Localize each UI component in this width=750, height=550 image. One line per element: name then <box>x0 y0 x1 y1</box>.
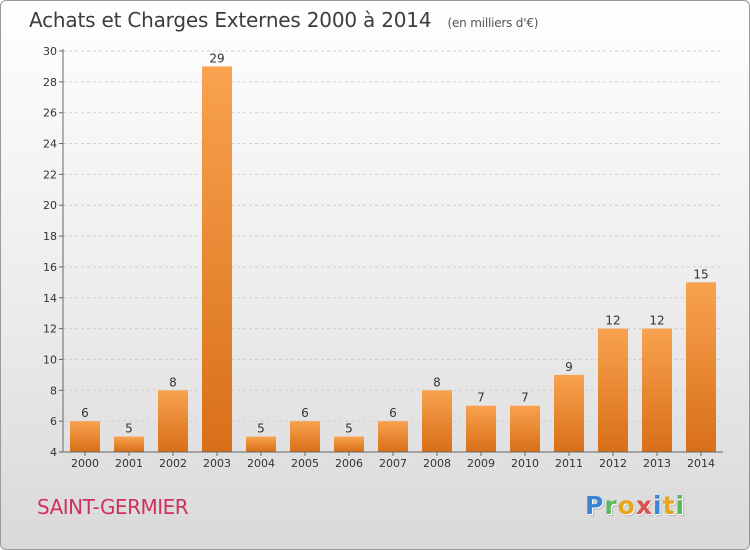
y-tick-label: 20 <box>43 199 57 212</box>
bar-2011 <box>554 374 584 452</box>
y-tick-label: 22 <box>43 168 57 181</box>
logo-letter: r <box>604 491 618 520</box>
bar-2014 <box>686 282 716 452</box>
value-label: 29 <box>209 51 224 65</box>
bar-2005 <box>290 421 320 452</box>
bars: 6 5 8 29 5 6 5 6 8 7 7 9 12 12 15 <box>70 51 716 452</box>
value-label: 6 <box>301 406 309 420</box>
y-tick-label: 30 <box>43 45 57 58</box>
x-tick-label: 2007 <box>379 457 407 470</box>
value-label: 6 <box>81 406 89 420</box>
bar-2013 <box>642 328 672 452</box>
value-label: 5 <box>257 422 265 436</box>
y-tick-label: 28 <box>43 76 57 89</box>
logo-letter: P <box>585 491 605 520</box>
bar-2008 <box>422 390 452 452</box>
proxiti-logo: Proxiti <box>585 491 685 520</box>
y-tick-label: 12 <box>43 323 57 336</box>
x-tick-label: 2008 <box>423 457 451 470</box>
x-tick-label: 2004 <box>247 457 275 470</box>
value-label: 7 <box>521 391 529 405</box>
x-tick-label: 2001 <box>115 457 143 470</box>
logo-letter: t <box>662 491 676 520</box>
x-tick-label: 2013 <box>643 457 671 470</box>
x-tick-label: 2002 <box>159 457 187 470</box>
logo-letter: x <box>635 491 653 520</box>
x-tick-label: 2011 <box>555 457 583 470</box>
y-tick-label: 16 <box>43 261 57 274</box>
y-tick-label: 14 <box>43 292 57 305</box>
bar-2010 <box>510 405 540 452</box>
axes: 4 6 8 10 12 14 16 18 20 22 24 26 28 30 2000 2001 2002 200… <box>43 45 723 470</box>
value-label: 7 <box>477 391 485 405</box>
logo-letter: i <box>653 491 663 520</box>
value-label: 5 <box>345 422 353 436</box>
value-label: 15 <box>693 267 708 281</box>
commune-name: SAINT-GERMIER <box>37 495 189 519</box>
bar-2000 <box>70 421 100 452</box>
y-tick-label: 4 <box>50 446 57 459</box>
value-label: 8 <box>169 375 177 389</box>
x-tick-label: 2010 <box>511 457 539 470</box>
title-text: Achats et Charges Externes 2000 à 2014 <box>29 8 432 32</box>
value-label: 6 <box>389 406 397 420</box>
y-tick-label: 18 <box>43 230 57 243</box>
x-tick-label: 2005 <box>291 457 319 470</box>
value-label: 8 <box>433 375 441 389</box>
bar-2002 <box>158 390 188 452</box>
value-label: 12 <box>605 314 620 328</box>
bar-2006 <box>334 436 364 452</box>
bar-2007 <box>378 421 408 452</box>
x-tick-label: 2014 <box>687 457 715 470</box>
bar-2001 <box>114 436 144 452</box>
value-label: 9 <box>565 360 573 374</box>
unit-label: (en milliers d'€) <box>447 16 539 30</box>
x-tick-label: 2006 <box>335 457 363 470</box>
value-label: 12 <box>649 314 664 328</box>
y-tick-label: 24 <box>43 138 57 151</box>
logo-letter: o <box>617 491 636 520</box>
value-label: 5 <box>125 422 133 436</box>
logo-letter: i <box>675 491 686 520</box>
y-tick-label: 8 <box>50 384 57 397</box>
x-tick-label: 2000 <box>71 457 99 470</box>
y-tick-label: 10 <box>43 353 57 366</box>
bar-2003 <box>202 66 232 452</box>
y-tick-label: 6 <box>50 415 57 428</box>
x-tick-label: 2012 <box>599 457 627 470</box>
chart-title: Achats et Charges Externes 2000 à 2014 (… <box>29 8 538 32</box>
bar-2004 <box>246 436 276 452</box>
bar-2012 <box>598 328 628 452</box>
bar-2009 <box>466 405 496 452</box>
x-tick-label: 2003 <box>203 457 231 470</box>
y-tick-label: 26 <box>43 107 57 120</box>
x-tick-label: 2009 <box>467 457 495 470</box>
